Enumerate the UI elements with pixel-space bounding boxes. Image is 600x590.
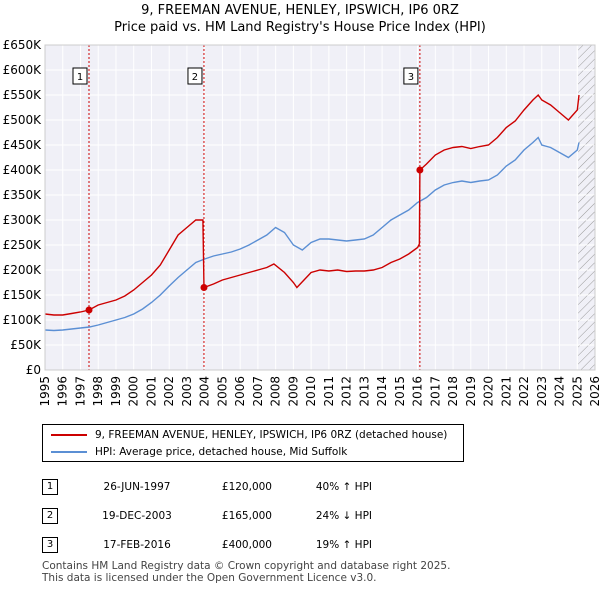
x-tick-label: 2022 [517,376,531,407]
series-line-property [44,93,580,316]
sale-hpi-diff: 24% ↓ HPI [315,509,372,522]
table-row: 1 26-JUN-1997 £120,000 40% ↑ HPI [42,472,372,501]
x-tick-label: 2009 [286,376,300,407]
sale-date: 26-JUN-1997 [103,480,171,493]
legend-label-hpi: HPI: Average price, detached house, Mid … [95,446,348,458]
x-tick-label: 1999 [109,376,123,407]
y-tick-label: £250K [3,238,43,252]
sale-number: 1 [42,478,58,495]
x-tick-label: 1998 [91,376,105,407]
x-tick-label: 2010 [304,376,318,407]
x-tick-label: 2012 [340,376,354,407]
sale-label: 1 [77,72,83,83]
sale-point [416,166,424,174]
legend-item-property: 9, FREEMAN AVENUE, HENLEY, IPSWICH, IP6 … [51,427,447,443]
y-tick-label: £350K [3,188,43,202]
sale-date: 19-DEC-2003 [102,509,172,522]
sale-label: 2 [192,72,198,83]
legend-item-hpi: HPI: Average price, detached house, Mid … [51,444,347,460]
x-tick-label: 2015 [393,376,407,407]
x-tick-label: 2016 [411,376,425,407]
sale-number: 2 [42,507,58,524]
x-tick-label: 1995 [38,376,52,407]
x-tick-label: 2004 [198,376,212,407]
x-tick-label: 1997 [73,376,87,407]
legend: 9, FREEMAN AVENUE, HENLEY, IPSWICH, IP6 … [42,424,464,462]
sale-price: £165,000 [221,509,272,522]
sale-point [85,306,93,314]
y-tick-label: £0 [26,363,41,377]
y-tick-label: £450K [3,138,43,152]
x-tick-label: 2000 [127,376,141,407]
y-tick-label: £550K [3,88,43,102]
chart-title: 9, FREEMAN AVENUE, HENLEY, IPSWICH, IP6 … [141,3,459,18]
sale-number: 3 [42,536,58,553]
sales-table: 1 26-JUN-1997 £120,000 40% ↑ HPI 2 19-DE… [42,472,372,559]
sale-hpi-diff: 19% ↑ HPI [315,538,372,551]
price-chart: £0 £50K £100K £150K £200K £250K £300K £350K £400… [3,38,600,407]
x-tick-label: 2025 [570,376,584,407]
x-tick-label: 2011 [322,376,336,407]
x-tick-label: 2020 [482,376,496,407]
y-tick-label: £50K [10,338,42,352]
y-tick-label: £200K [3,263,43,277]
series-line-hpi [44,136,580,332]
x-tick-label: 2007 [251,376,265,407]
footer-line-2: This data is licensed under the Open Gov… [42,572,377,584]
sale-label-box [403,67,419,85]
x-tick-label: 2021 [499,376,513,407]
x-tick-label: 2003 [180,376,194,407]
chart-subtitle: Price paid vs. HM Land Registry's House … [114,20,486,35]
x-tick-label: 2019 [464,376,478,407]
y-tick-label: £500K [3,113,43,127]
sale-price: £120,000 [221,480,272,493]
legend-swatch-red [51,434,87,436]
x-tick-label: 2002 [162,376,176,407]
legend-label-property: 9, FREEMAN AVENUE, HENLEY, IPSWICH, IP6 … [95,429,448,441]
x-tick-label: 1996 [56,376,70,407]
table-row: 2 19-DEC-2003 £165,000 24% ↓ HPI [42,501,372,530]
plot-background [45,45,595,370]
sale-price: £400,000 [221,538,272,551]
y-tick-label: £600K [3,63,43,77]
y-tick-label: £150K [3,288,43,302]
sale-date: 17-FEB-2016 [103,538,171,551]
y-tick-label: £650K [3,38,43,52]
y-tick-label: £100K [3,313,43,327]
table-row: 3 17-FEB-2016 £400,000 19% ↑ HPI [42,530,372,559]
sale-label-box [187,67,203,85]
y-tick-label: £400K [3,163,43,177]
legend-swatch-blue [51,451,87,453]
x-tick-label: 2013 [357,376,371,407]
sale-point [200,284,208,291]
sale-label: 3 [408,72,414,83]
x-tick-label: 2023 [535,376,549,407]
sale-label-box [72,67,88,85]
footer: Contains HM Land Registry data © Crown c… [42,560,450,584]
x-tick-label: 2014 [375,376,389,407]
plot-frame [44,44,596,371]
sale-hpi-diff: 40% ↑ HPI [315,480,372,493]
x-tick-label: 2001 [144,376,158,407]
x-tick-label: 2026 [588,376,600,407]
forecast-hatch [578,45,595,370]
x-tick-label: 2024 [553,376,567,407]
x-tick-label: 2018 [446,376,460,407]
x-tick-label: 2017 [428,376,442,407]
footer-line-1: Contains HM Land Registry data © Crown c… [42,560,451,572]
x-tick-label: 2005 [215,376,229,407]
x-tick-label: 2006 [233,376,247,407]
y-tick-label: £300K [3,213,43,227]
x-tick-label: 2008 [269,376,283,407]
